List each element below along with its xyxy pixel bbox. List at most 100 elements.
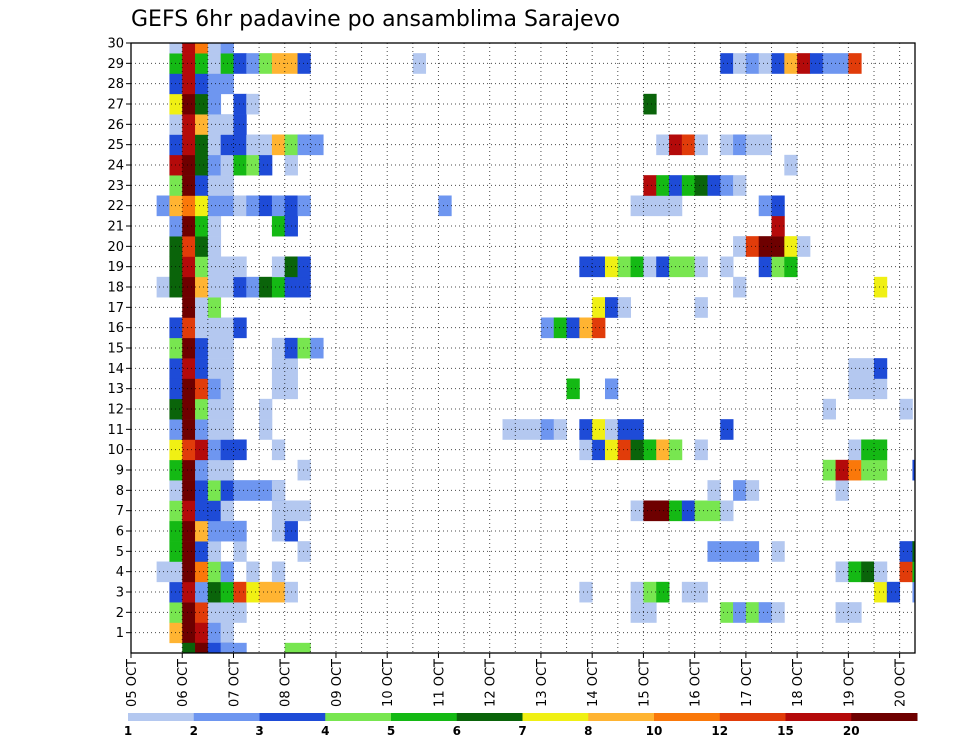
heatmap-cell [207,43,222,54]
x-tick-label: 20 OCT [894,659,909,707]
heatmap-cell [207,93,222,115]
heatmap-cell [207,398,234,420]
heatmap-cell [182,520,196,542]
heatmap-cell [259,398,273,420]
heatmap-cell [720,175,734,196]
x-tick-label: 08 OCT [279,659,294,707]
legend-label: 12 [711,724,728,738]
heatmap-cell [195,236,209,257]
y-tick-label: 22 [107,199,124,214]
heatmap-cell [579,419,593,440]
heatmap-cell [182,317,196,339]
x-tick-label: 17 OCT [740,659,755,707]
heatmap-cell [784,236,798,257]
heatmap-cell [195,419,209,440]
heatmap-cell [271,439,286,461]
heatmap-cell [630,195,683,217]
heatmap-cell [195,114,209,135]
heatmap-cell [182,561,196,583]
heatmap-cell [182,398,196,420]
heatmap-cell [169,236,183,257]
heatmap-cell [656,581,670,603]
x-tick-label: 16 OCT [689,659,704,707]
heatmap-cell [233,53,247,74]
heatmap-cell [169,73,183,95]
legend-swatch [785,713,852,721]
y-tick-label: 12 [107,403,124,418]
heatmap-cell [195,93,209,115]
x-tick-label: 07 OCT [227,659,242,707]
heatmap-cell [207,622,222,644]
heatmap-cell [169,581,183,603]
heatmap-cell [182,439,196,461]
heatmap-cell [271,378,298,400]
y-tick-label: 4 [116,565,124,580]
heatmap-cell [233,195,247,217]
heatmap-cell [207,134,222,156]
heatmap-cell [271,337,286,359]
heatmap-cell [592,317,606,339]
heatmap-cell [259,581,286,603]
chart-title: GEFS 6hr padavine po ansamblima Sarajevo [131,7,620,32]
heatmap-cell [297,195,311,217]
heatmap-cell [207,541,222,562]
heatmap-cell [207,480,222,501]
heatmap-cell [656,175,670,196]
heatmap-cell [207,581,222,603]
heatmap-cell [195,480,209,501]
y-tick-label: 9 [116,464,124,479]
heatmap-cell [656,256,670,278]
heatmap-cell [195,276,209,298]
heatmap-cell [297,53,311,74]
heatmap-cell [220,43,234,54]
dotted-gridlines [131,43,915,653]
heatmap-cell [169,622,183,644]
heatmap-cell [694,297,708,318]
heatmap-cell [195,622,209,644]
color-legend: 1 2 3 4 5 6 7 8 10 12 15 20 [124,713,918,738]
heatmap-cell [745,236,760,257]
heatmap-cell [233,581,247,603]
heatmap-cell [207,236,222,257]
y-tick-label: 14 [107,362,124,377]
x-tick-label: 11 OCT [432,659,447,707]
heatmap-cell [297,459,311,481]
heatmap-cell [182,114,196,135]
heatmap-cell [694,439,708,461]
x-tick-label: 05 OCT [125,659,140,707]
heatmap-cell [835,480,849,501]
heatmap-cell [720,602,734,623]
heatmap-cell [297,541,311,562]
heatmap-cell [182,602,196,623]
legend-label: 6 [453,724,461,738]
heatmap-cell [720,500,734,522]
y-tick-label: 19 [107,260,124,275]
heatmap-cell [297,256,311,278]
heatmap-cell [195,256,209,278]
heatmap-cell [195,398,209,420]
legend-label: 8 [584,724,592,738]
heatmap-cell [681,134,696,156]
heatmap-cells [156,43,916,654]
heatmap-cell [182,215,196,237]
heatmap-cell [694,134,708,156]
legend-swatch [851,713,918,721]
y-tick-label: 23 [107,179,124,194]
legend-swatch [719,713,786,721]
heatmap-cell [553,317,567,339]
legend-label: 20 [843,724,860,738]
heatmap-cell [438,195,452,217]
heatmap-cell [169,541,183,562]
heatmap-cell [195,378,209,400]
heatmap-cell [694,175,708,196]
x-tick-label: 10 OCT [381,659,396,707]
heatmap-cell [617,439,632,461]
heatmap-cell [297,276,311,298]
heatmap-cell [271,276,286,298]
heatmap-cell [233,93,247,115]
heatmap-cell [220,134,247,156]
heatmap-cell [182,256,196,278]
heatmap-cell [886,581,901,603]
x-tick-label: 14 OCT [586,659,601,707]
legend-label: 5 [387,724,395,738]
